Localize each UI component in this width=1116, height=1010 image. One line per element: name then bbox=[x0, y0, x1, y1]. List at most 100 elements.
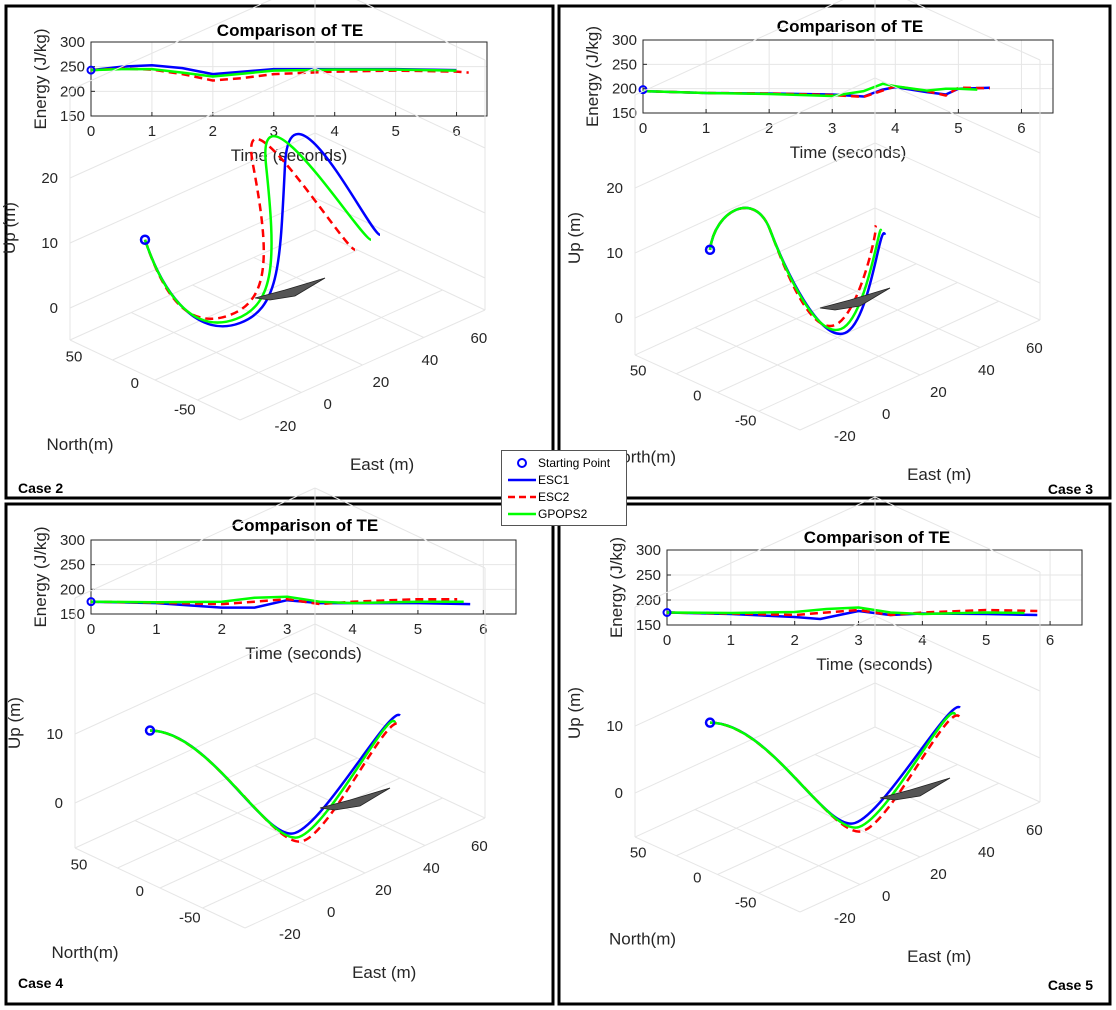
x-tick-label: 3 bbox=[828, 120, 836, 137]
start-marker-icon bbox=[517, 458, 527, 468]
chart-title: Comparison of TE bbox=[777, 17, 923, 36]
plot-area-frame bbox=[90, 539, 517, 615]
east-axis-label: East (m) bbox=[907, 947, 971, 966]
east-tick-label: 0 bbox=[327, 904, 335, 921]
trajectory-gpops2 bbox=[143, 135, 372, 324]
east-tick-label: 60 bbox=[1026, 822, 1043, 839]
trajectory-esc2 bbox=[708, 206, 877, 328]
north-tick-label: 50 bbox=[630, 845, 647, 862]
east-tick-label: 60 bbox=[471, 330, 488, 347]
x-tick-label: 3 bbox=[854, 632, 862, 649]
y-tick-label: 250 bbox=[612, 56, 637, 73]
legend-entry-start: Starting Point bbox=[502, 455, 626, 471]
east-tick-label: 20 bbox=[373, 374, 390, 391]
series-line-esc2 bbox=[90, 597, 458, 606]
east-axis-label: East (m) bbox=[907, 465, 971, 484]
floor-grid-line bbox=[814, 754, 981, 830]
series-line-gpops2 bbox=[90, 67, 457, 78]
y-tick-label: 250 bbox=[60, 557, 85, 574]
legend-entry-esc1: ESC1 bbox=[502, 472, 626, 488]
trajectory-gpops2 bbox=[149, 719, 397, 839]
east-tick-label: 0 bbox=[324, 396, 332, 413]
z-axis-label: Up (m) bbox=[0, 202, 19, 254]
z-grid-line bbox=[69, 67, 316, 179]
start-point-marker bbox=[86, 65, 96, 75]
wall-edge bbox=[314, 487, 486, 569]
z-tick-label: 20 bbox=[606, 180, 623, 197]
trajectory-esc1 bbox=[708, 206, 887, 336]
y-tick-label: 150 bbox=[60, 108, 85, 125]
x-tick-label: 5 bbox=[414, 621, 422, 638]
z-tick-label: 0 bbox=[55, 795, 63, 812]
x-tick-label: 5 bbox=[391, 123, 399, 140]
z-grid-line bbox=[69, 132, 316, 244]
z-tick-label: 10 bbox=[46, 726, 63, 743]
floor-grid-line bbox=[676, 745, 917, 857]
z-grid-line bbox=[874, 682, 1041, 759]
bird-icon bbox=[319, 787, 391, 811]
chart-title: Comparison of TE bbox=[232, 516, 378, 535]
floor-grid-line bbox=[112, 249, 358, 361]
north-tick-label: -50 bbox=[174, 402, 196, 419]
north-tick-label: 0 bbox=[693, 870, 701, 887]
case-label: Case 3 bbox=[1048, 481, 1093, 497]
case-label: Case 4 bbox=[18, 975, 63, 991]
wall-edge bbox=[356, 0, 486, 61]
bird-icon bbox=[254, 277, 326, 301]
x-axis-label: Time (seconds) bbox=[231, 146, 348, 165]
series-line-gpops2 bbox=[666, 606, 1025, 616]
case-label: Case 2 bbox=[18, 480, 63, 496]
floor-grid-line bbox=[676, 263, 917, 375]
x-tick-label: 6 bbox=[479, 621, 487, 638]
floor-grid-line bbox=[159, 777, 401, 889]
floor-grid-line bbox=[117, 757, 358, 869]
z-grid-line bbox=[634, 142, 876, 254]
z-grid-line bbox=[314, 67, 486, 149]
x-tick-label: 2 bbox=[218, 621, 226, 638]
trajectory-esc2 bbox=[709, 714, 962, 833]
trajectory-esc1 bbox=[709, 706, 962, 825]
x-tick-label: 2 bbox=[765, 120, 773, 137]
east-tick-label: 40 bbox=[978, 844, 995, 861]
z-grid-line bbox=[314, 197, 486, 279]
y-tick-label: 150 bbox=[636, 617, 661, 634]
legend-label-gpops2: GPOPS2 bbox=[538, 507, 588, 521]
z-tick-label: 0 bbox=[50, 300, 58, 317]
floor-grid-line bbox=[253, 257, 424, 338]
north-tick-label: 0 bbox=[136, 883, 144, 900]
x-tick-label: 0 bbox=[639, 120, 647, 137]
x-tick-label: 0 bbox=[87, 621, 95, 638]
z-axis-label: Up (m) bbox=[5, 697, 24, 749]
x-tick-label: 1 bbox=[702, 120, 710, 137]
x-tick-label: 4 bbox=[331, 123, 339, 140]
trajectory-start-marker bbox=[144, 725, 156, 736]
x-tick-label: 6 bbox=[1017, 120, 1025, 137]
z-grid-line bbox=[634, 77, 876, 189]
north-axis-label: North(m) bbox=[46, 435, 113, 454]
north-tick-label: 0 bbox=[693, 388, 701, 405]
x-tick-label: 5 bbox=[954, 120, 962, 137]
y-tick-label: 300 bbox=[60, 532, 85, 549]
panel-border bbox=[557, 502, 1112, 1006]
wall-edge bbox=[69, 0, 272, 91]
east-tick-label: 60 bbox=[471, 838, 488, 855]
wall-edge bbox=[634, 496, 876, 608]
z-tick-label: 10 bbox=[41, 235, 58, 252]
north-axis-label: North(m) bbox=[51, 943, 118, 962]
x-tick-label: 4 bbox=[918, 632, 926, 649]
x-axis-label: Time (seconds) bbox=[245, 644, 362, 663]
z-grid-line bbox=[634, 207, 876, 319]
z-axis-label: Up (m) bbox=[565, 687, 584, 739]
z-grid-line bbox=[74, 623, 316, 735]
north-tick-label: -50 bbox=[179, 910, 201, 927]
start-point-marker bbox=[86, 597, 96, 607]
east-tick-label: -20 bbox=[834, 910, 856, 927]
legend-label-esc1: ESC1 bbox=[538, 473, 570, 487]
east-tick-label: 40 bbox=[422, 352, 439, 369]
chart-title: Comparison of TE bbox=[804, 528, 950, 547]
east-tick-label: -20 bbox=[834, 428, 856, 445]
y-tick-label: 300 bbox=[60, 34, 85, 51]
